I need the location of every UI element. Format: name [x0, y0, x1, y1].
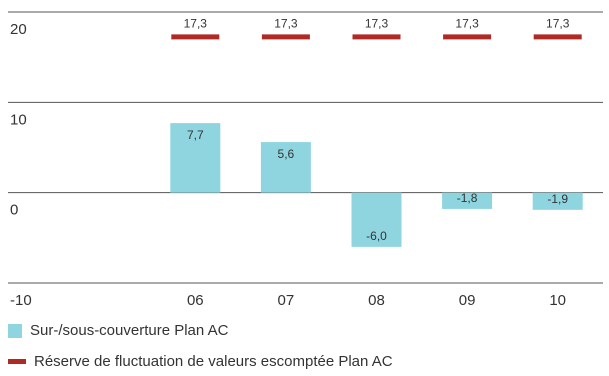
marker-data-label: 17,3	[274, 16, 298, 30]
chart: 20 10 0 -10 7,7 5,6 -6,0 -1,8 -1,9 17,3 17,3 17,3 1…	[8, 11, 603, 309]
bar	[442, 192, 493, 209]
x-axis-ticks: 06 07 08 09 10	[187, 292, 566, 309]
bar	[170, 123, 221, 193]
x-tick-label: 07	[278, 292, 295, 309]
bar-data-label: -1,8	[457, 191, 478, 205]
marker-data-label: 17,3	[455, 16, 479, 30]
data-labels: 7,7 5,6 -6,0 -1,8 -1,9 17,3 17,3 17,3 17,3 17,3	[184, 16, 570, 242]
y-axis-ticks: 20 10 0 -10	[10, 21, 32, 309]
bar	[351, 192, 402, 247]
bar	[260, 142, 311, 193]
bar-data-label: 7,7	[187, 128, 204, 142]
bar-data-label: 5,6	[278, 147, 295, 161]
y-tick-label: 0	[10, 202, 18, 219]
bars	[170, 123, 583, 247]
markers	[171, 34, 582, 40]
legend-label-bar: Sur-/sous-couverture Plan AC	[30, 322, 229, 339]
y-tick-label: 10	[10, 111, 27, 128]
marker	[443, 34, 492, 40]
legend-swatch-marker	[8, 359, 26, 364]
x-tick-label: 06	[187, 292, 204, 309]
marker	[533, 34, 582, 40]
marker-data-label: 17,3	[546, 16, 570, 30]
x-tick-label: 09	[459, 292, 476, 309]
x-tick-label: 10	[549, 292, 566, 309]
marker	[352, 34, 401, 40]
marker	[171, 34, 220, 40]
bar-data-label: -1,9	[547, 192, 568, 206]
y-tick-label: -10	[10, 292, 32, 309]
bar	[532, 192, 583, 210]
legend-swatch-bar	[8, 323, 22, 338]
legend-label-marker: Réserve de fluctuation de valeurs escomp…	[34, 353, 393, 370]
x-tick-label: 08	[368, 292, 385, 309]
legend-item-marker: Réserve de fluctuation de valeurs escomp…	[8, 353, 393, 370]
marker-data-label: 17,3	[184, 16, 208, 30]
y-tick-label: 20	[10, 21, 27, 38]
marker-data-label: 17,3	[365, 16, 389, 30]
bar-data-label: -6,0	[366, 229, 387, 243]
marker	[261, 34, 310, 40]
legend-item-bar: Sur-/sous-couverture Plan AC	[8, 322, 228, 339]
